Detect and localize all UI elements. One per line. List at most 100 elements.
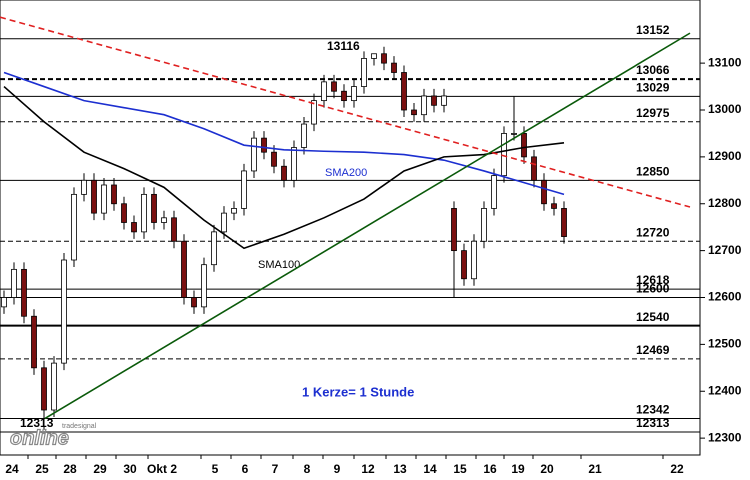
candle-body [501, 133, 507, 177]
x-tick-label: 28 [63, 462, 77, 476]
candle-body [131, 222, 137, 233]
candle-body [271, 151, 277, 167]
level-label: 13066 [636, 63, 670, 77]
candle-body [21, 268, 27, 317]
candle-body [261, 137, 267, 153]
high-label: 13116 [327, 39, 360, 53]
x-tick-label: 9 [334, 462, 341, 476]
level-label: 12720 [636, 225, 670, 239]
candle-body [191, 297, 197, 308]
candle-body [11, 268, 17, 298]
level-label: 13029 [636, 81, 670, 95]
candle-body [211, 231, 217, 266]
level-label: 12342 [636, 403, 670, 417]
candle-body [561, 208, 567, 237]
candle-body [331, 81, 337, 92]
candle-body [51, 362, 57, 411]
candle-body [441, 95, 447, 106]
candle-body [471, 240, 477, 280]
y-tick-label: 12700 [708, 243, 742, 257]
candle-body [551, 203, 557, 209]
candle-body [41, 367, 47, 411]
candle-body [351, 86, 357, 102]
x-tick-label: 13 [393, 462, 407, 476]
x-tick-label: 15 [453, 462, 467, 476]
sma-line [3, 71, 565, 196]
y-tick-label: 12300 [708, 430, 742, 444]
candle-body [511, 133, 517, 135]
candle-body [341, 90, 347, 102]
level-label: 12600 [636, 282, 670, 296]
y-tick-label: 12600 [708, 290, 742, 304]
x-tick-label: Okt 2 [147, 462, 177, 476]
x-tick-label: 30 [123, 462, 137, 476]
x-tick-label: 16 [483, 462, 497, 476]
level-label: 12313 [636, 416, 670, 430]
legend-label: SMA100 [258, 259, 300, 271]
y-tick-label: 12400 [708, 383, 742, 397]
candle-body [371, 53, 377, 59]
candle-body [541, 179, 547, 205]
logo-top: tradesignal [62, 423, 97, 430]
legend-label: SMA200 [325, 167, 367, 179]
x-tick-label: 25 [35, 462, 49, 476]
x-tick-label: 21 [588, 462, 602, 476]
candle-body [241, 170, 247, 209]
candle-body [101, 184, 107, 214]
level-label: 13152 [636, 23, 670, 37]
candle-body [161, 217, 167, 223]
x-tick-label: 19 [511, 462, 525, 476]
candle-body [111, 184, 117, 205]
candle-body [411, 109, 417, 116]
candle-body [91, 179, 97, 214]
x-tick-label: 22 [670, 462, 684, 476]
candle-body [201, 264, 207, 308]
candle-body [1, 297, 7, 308]
y-tick-label: 13000 [708, 102, 742, 116]
candle-body [421, 95, 427, 116]
sma-line [3, 85, 565, 250]
x-tick-label: 14 [423, 462, 437, 476]
x-tick-label: 29 [93, 462, 107, 476]
candle-body [231, 208, 237, 214]
candle-body [71, 193, 77, 261]
candle-body [221, 212, 227, 233]
candle-body [181, 240, 187, 298]
candle-body [361, 58, 367, 87]
candle-body [391, 62, 397, 73]
plot-frame [0, 0, 701, 456]
level-label: 12618 [636, 273, 670, 287]
y-tick-label: 12800 [708, 196, 742, 210]
candle-body [491, 175, 497, 209]
candle-body [291, 147, 297, 181]
level-label: 12850 [636, 164, 670, 178]
candle-body [531, 156, 537, 181]
candle-body [151, 193, 157, 223]
candle-body [31, 315, 37, 369]
candle-body [121, 203, 127, 223]
x-tick-label: 6 [242, 462, 249, 476]
candle-body [381, 53, 387, 64]
candle-body [281, 165, 287, 181]
candle-body [171, 217, 177, 242]
x-tick-label: 20 [540, 462, 554, 476]
candle-body [251, 137, 257, 172]
y-tick-label: 13100 [708, 55, 742, 69]
x-tick-label: 5 [212, 462, 219, 476]
candle-body [521, 133, 527, 158]
y-tick-label: 12500 [708, 337, 742, 351]
x-tick-label: 8 [304, 462, 311, 476]
candle-body [481, 208, 487, 242]
x-tick-label: 24 [5, 462, 19, 476]
level-label: 12469 [636, 343, 670, 357]
low-label: 12313 [20, 416, 54, 430]
x-tick-label: 7 [272, 462, 279, 476]
candle-body [81, 179, 87, 195]
y-tick-label: 12900 [708, 149, 742, 163]
logo-main: online [10, 427, 69, 449]
candle-note: 1 Kerze= 1 Stunde [302, 384, 414, 399]
candle-body [401, 72, 407, 111]
level-label: 12540 [636, 310, 670, 324]
candle-body [461, 250, 467, 280]
